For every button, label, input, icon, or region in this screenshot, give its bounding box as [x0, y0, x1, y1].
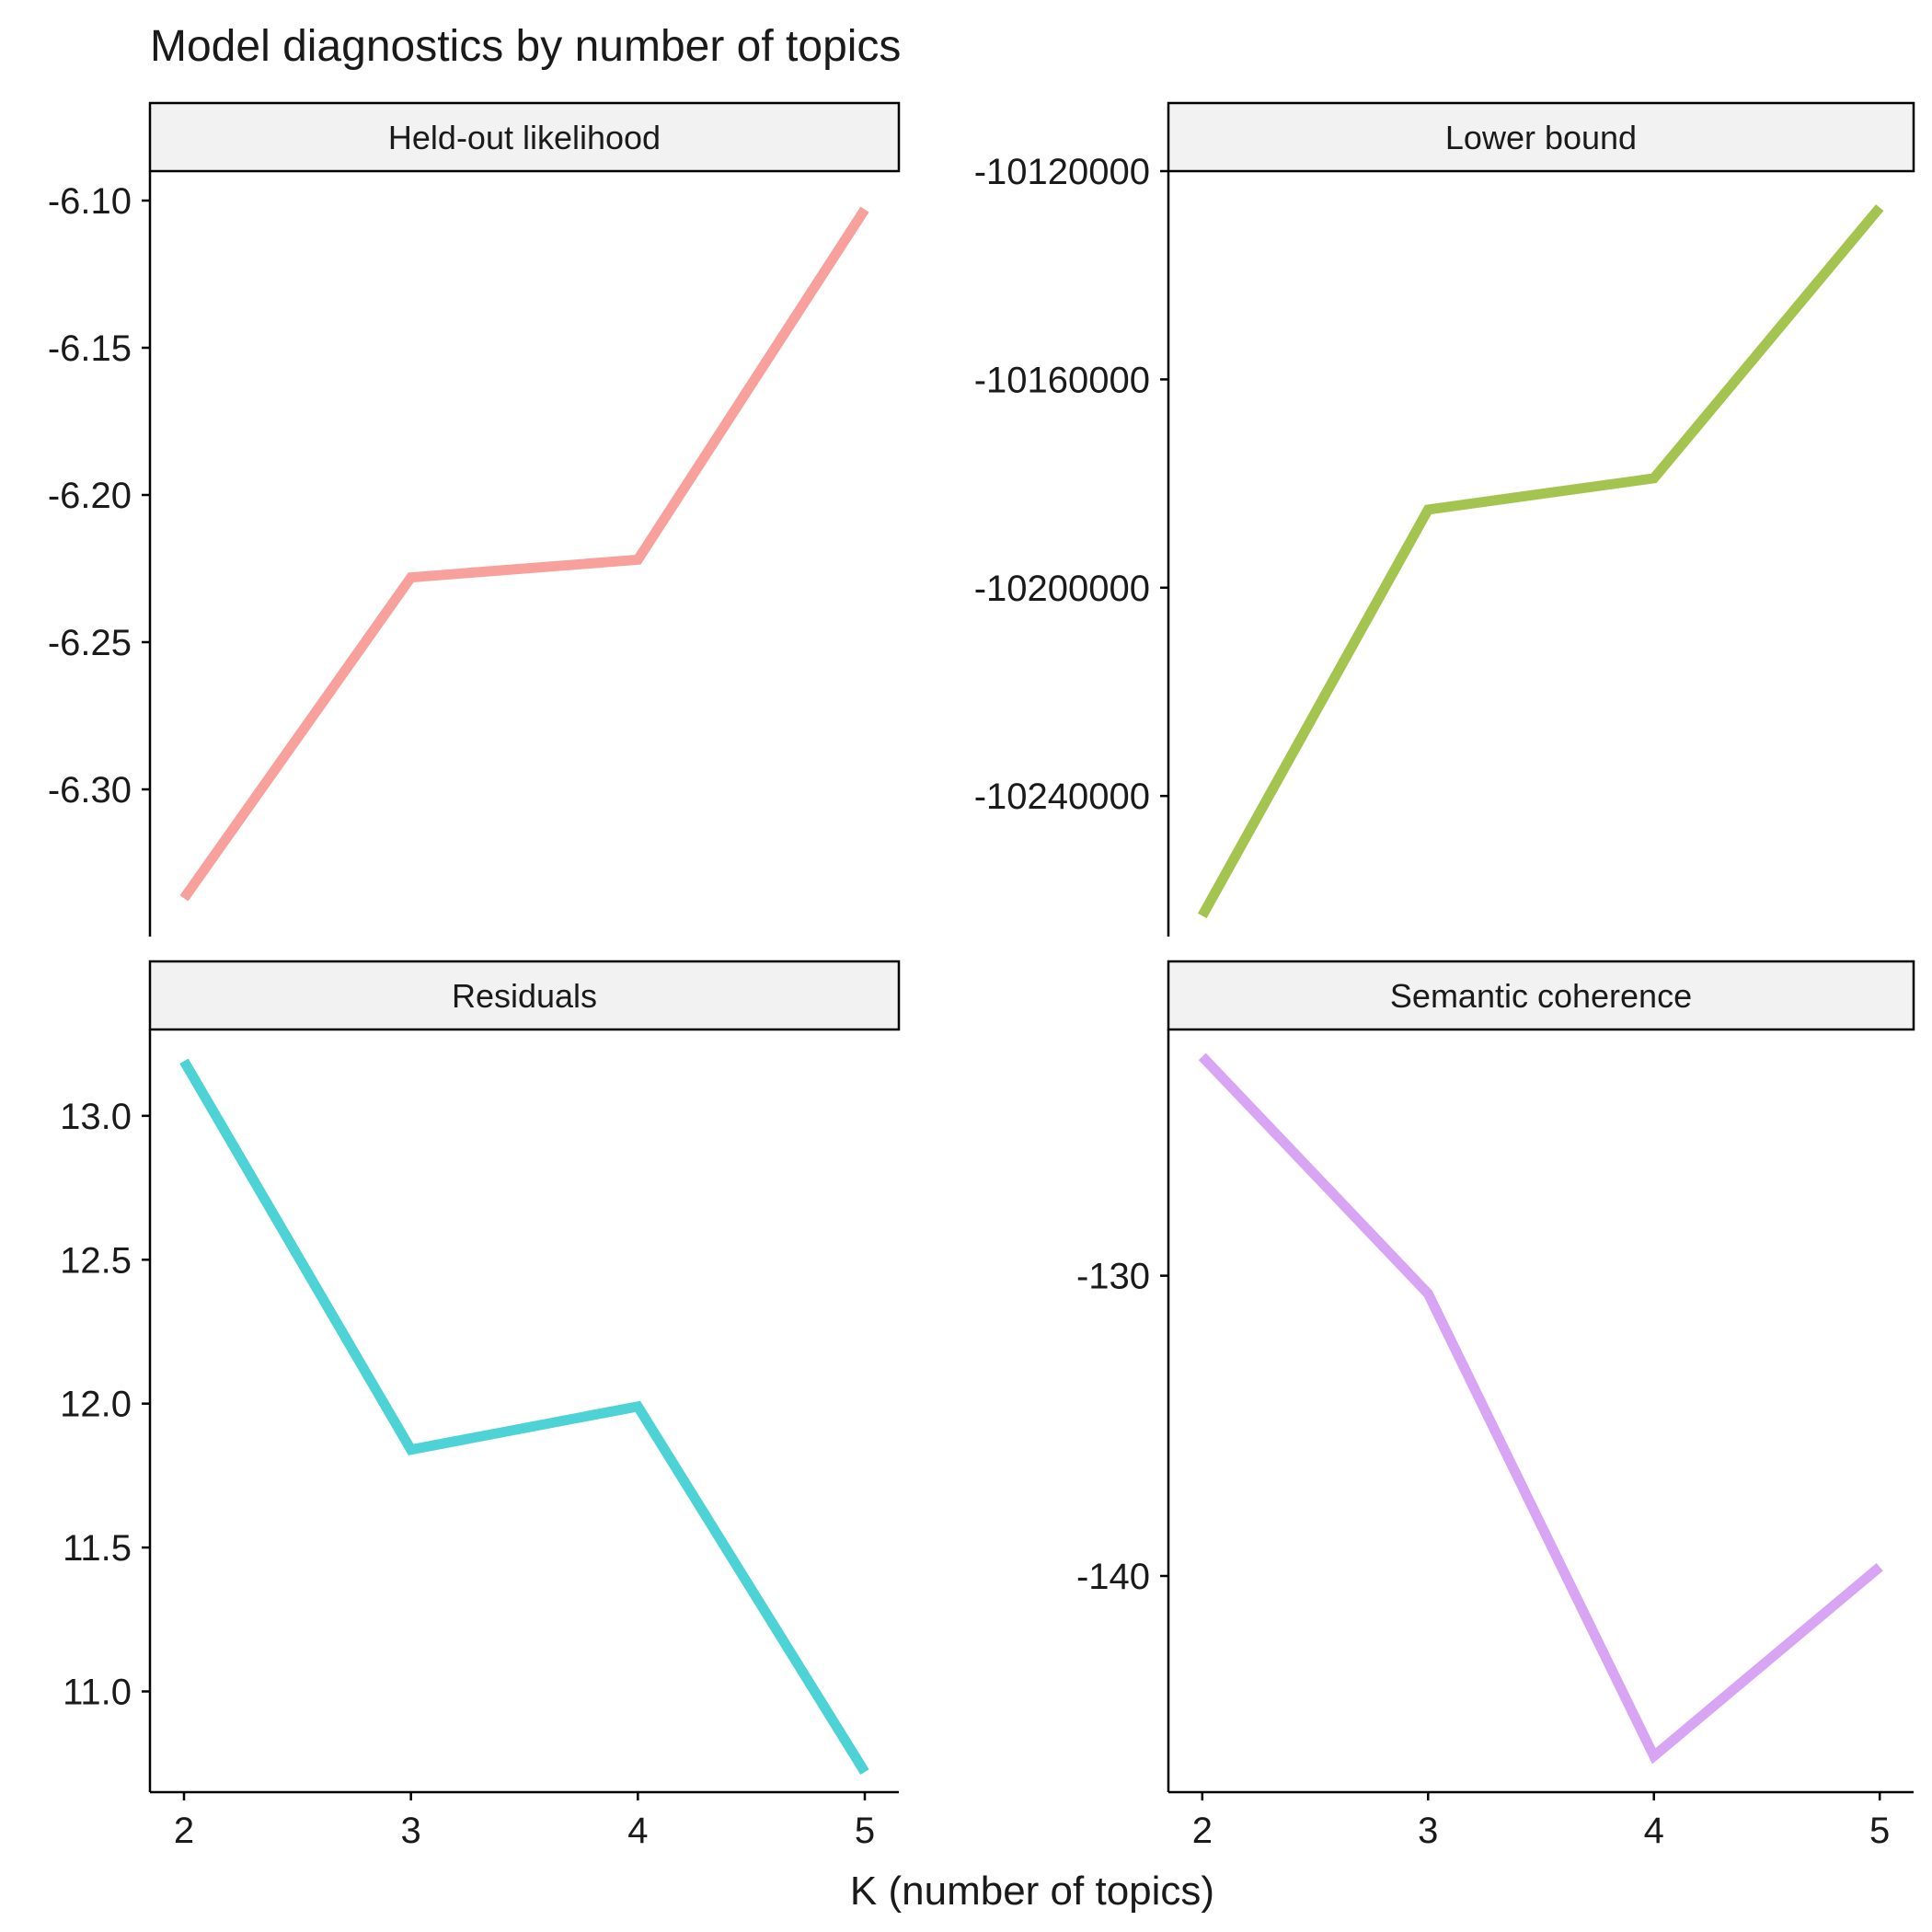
x-tick-label: 3	[401, 1811, 421, 1851]
y-tick-label: -6.25	[48, 623, 132, 663]
series-line	[179, 206, 869, 902]
y-tick-label: -6.20	[48, 476, 132, 516]
x-tick-label: 2	[174, 1811, 194, 1851]
x-tick-label: 3	[1418, 1811, 1438, 1851]
y-tick-label: -10120000	[974, 152, 1150, 192]
x-tick-label: 5	[855, 1811, 875, 1851]
x-tick-label: 4	[627, 1811, 648, 1851]
x-tick-label: 4	[1644, 1811, 1664, 1851]
facet-panels: Held-out likelihood -6.30 -6.25 -6.20 -6.15 -…	[48, 101, 1915, 1851]
y-tick-label: -10160000	[974, 360, 1150, 400]
panel-strip-label: Residuals	[452, 977, 597, 1015]
y-tick-label: -140	[1076, 1557, 1150, 1597]
panel-strip	[148, 101, 901, 173]
y-tick-label: 12.5	[60, 1240, 132, 1281]
panel-strip	[1167, 101, 1915, 173]
y-tick-label: -6.15	[48, 328, 132, 369]
series-line	[179, 1058, 869, 1776]
series-line	[1197, 204, 1884, 919]
panel-strip-label: Held-out likelihood	[388, 119, 661, 156]
y-tick-label: -6.30	[48, 770, 132, 811]
y-tick-label: -130	[1076, 1257, 1150, 1297]
y-tick-label: 11.5	[63, 1528, 132, 1569]
panel-residuals: Residuals 11.0 11.5 12.0 12.5 13.0 2 3 4 5	[60, 960, 901, 1851]
panel-semantic-coherence: Semantic coherence -140 -130 2 3 4 5	[1076, 960, 1915, 1851]
panel-strip	[1167, 960, 1915, 1031]
panel-strip-label: Semantic coherence	[1390, 977, 1692, 1015]
panel-held-out-likelihood: Held-out likelihood -6.30 -6.25 -6.20 -6.15 -…	[48, 101, 901, 937]
y-tick-label: -10200000	[974, 569, 1150, 609]
panel-strip	[148, 960, 901, 1031]
y-tick-label: -6.10	[48, 181, 132, 222]
x-axis-label: K (number of topics)	[850, 1869, 1214, 1914]
chart-title: Model diagnostics by number of topics	[150, 22, 901, 71]
panel-strip-label: Lower bound	[1445, 119, 1637, 156]
y-tick-label: 13.0	[60, 1097, 132, 1137]
series-line	[1198, 1052, 1883, 1765]
y-tick-label: 11.0	[63, 1673, 132, 1713]
y-tick-label: -10240000	[974, 776, 1150, 817]
x-tick-label: 5	[1869, 1811, 1890, 1851]
panel-lower-bound: Lower bound -10240000 -10200000 -10160000 -1…	[974, 101, 1915, 937]
y-tick-label: 12.0	[60, 1385, 132, 1425]
x-tick-label: 2	[1192, 1811, 1213, 1851]
